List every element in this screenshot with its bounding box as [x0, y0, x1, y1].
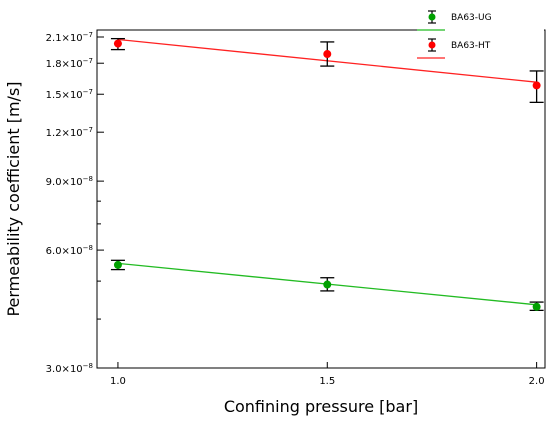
data-point: [323, 280, 332, 289]
y-tick-label: 3.0×10−8: [46, 362, 93, 375]
y-tick-exponent: −8: [83, 175, 93, 183]
legend: BA63-UG BA63-HT: [417, 4, 544, 64]
y-tick-exponent: −7: [83, 57, 93, 65]
x-tick-label: 1.5: [319, 376, 335, 387]
y-tick-label: 1.5×10−7: [46, 88, 93, 101]
x-axis-title: Confining pressure [bar]: [224, 397, 418, 416]
y-tick-exponent: −7: [83, 88, 93, 96]
axes: 1.0 1.5 2.03.0×10−86.0×10−89.0×10−81.2×10−…: [46, 29, 546, 387]
plot-frame: [96, 29, 546, 369]
y-tick-mantissa: 1.8×10: [46, 59, 83, 70]
data-point: [323, 50, 332, 59]
legend-label: BA63-HT: [451, 41, 491, 51]
y-tick-exponent: −7: [83, 31, 93, 39]
series-layer: [110, 37, 544, 312]
y-tick-mantissa: 3.0×10: [46, 364, 83, 375]
legend-box: [418, 4, 544, 64]
data-point: [532, 81, 541, 90]
legend-label: BA63-UG: [451, 13, 492, 23]
y-tick-exponent: −8: [83, 362, 93, 370]
series-ba63-ht: [110, 37, 544, 104]
x-tick-label: 1.0: [110, 376, 126, 387]
data-point: [113, 39, 122, 48]
y-tick-mantissa: 9.0×10: [46, 177, 83, 188]
y-tick-label: 1.2×10−7: [46, 126, 93, 139]
y-tick-label: 2.1×10−7: [46, 31, 93, 44]
data-point: [532, 302, 541, 311]
y-tick-mantissa: 1.5×10: [46, 90, 83, 101]
y-tick-label: 9.0×10−8: [46, 175, 93, 188]
legend-marker: [428, 13, 436, 21]
data-point: [113, 260, 122, 269]
y-tick-mantissa: 6.0×10: [46, 246, 83, 257]
y-tick-label: 6.0×10−8: [46, 244, 93, 257]
y-tick-label: 1.8×10−7: [46, 57, 93, 70]
series-ba63-ug: [110, 259, 544, 312]
legend-marker: [428, 41, 436, 49]
x-tick-label: 2.0: [529, 376, 545, 387]
y-tick-mantissa: 2.1×10: [46, 33, 83, 44]
y-tick-exponent: −7: [83, 126, 93, 134]
y-tick-mantissa: 1.2×10: [46, 128, 83, 139]
y-axis-title: Permeability coefficient [m/s]: [4, 81, 23, 316]
y-tick-exponent: −8: [83, 244, 93, 252]
